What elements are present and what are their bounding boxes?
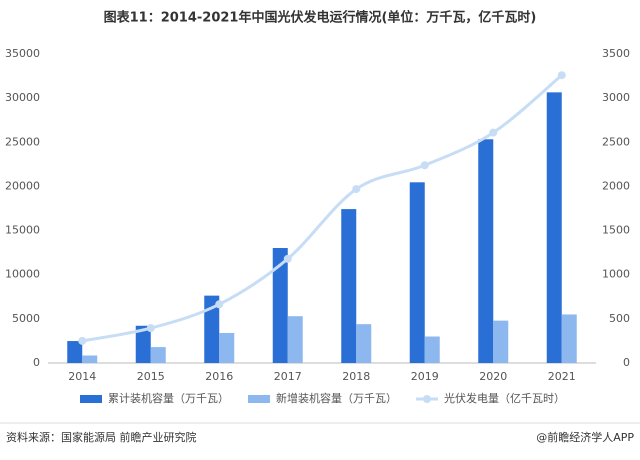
bar xyxy=(424,336,440,363)
chart-title: 图表11：2014-2021年中国光伏发电运行情况(单位：万千瓦，亿千瓦时) xyxy=(104,10,537,26)
bar xyxy=(561,314,577,363)
y2-tick-label: 0 xyxy=(623,356,630,369)
y-tick-label: 35000 xyxy=(5,47,40,60)
legend-label: 累计装机容量（万千瓦） xyxy=(108,391,229,405)
legend-swatch xyxy=(80,395,102,403)
line-point xyxy=(352,185,361,194)
y2-tick-label: 3500 xyxy=(602,47,630,60)
line-point xyxy=(489,128,498,137)
legend-swatch xyxy=(423,395,431,403)
y2-tick-label: 500 xyxy=(609,312,630,325)
y-tick-label: 10000 xyxy=(5,268,40,281)
bar xyxy=(82,355,98,363)
credit: @前瞻经济学人APP xyxy=(536,430,634,444)
line-point xyxy=(146,324,155,333)
bar xyxy=(272,248,288,363)
line-point xyxy=(283,254,292,263)
line-point xyxy=(420,161,429,170)
line-point xyxy=(78,336,87,345)
legend-label: 新增装机容量（万千瓦） xyxy=(276,391,397,405)
y-tick-label: 25000 xyxy=(5,135,40,148)
bar xyxy=(409,182,425,363)
x-tick-label: 2019 xyxy=(411,370,439,383)
legend-swatch xyxy=(248,395,270,403)
y-tick-label: 15000 xyxy=(5,224,40,237)
y2-tick-label: 1500 xyxy=(602,224,630,237)
line-point xyxy=(557,71,566,80)
y2-tick-label: 2500 xyxy=(602,135,630,148)
bar xyxy=(219,332,235,363)
line-point xyxy=(215,300,224,309)
x-tick-label: 2018 xyxy=(342,370,370,383)
source: 资料来源：国家能源局 前瞻产业研究院 xyxy=(6,430,197,444)
bar xyxy=(478,139,494,363)
x-tick-label: 2021 xyxy=(548,370,576,383)
bar xyxy=(287,316,303,363)
y-tick-label: 5000 xyxy=(12,312,40,325)
x-tick-label: 2014 xyxy=(68,370,96,383)
bar xyxy=(204,295,220,363)
bar xyxy=(356,324,372,363)
bar xyxy=(341,209,357,363)
y-tick-label: 30000 xyxy=(5,91,40,104)
legend-label: 光伏发电量（亿千瓦时） xyxy=(444,391,565,405)
y-tick-label: 20000 xyxy=(5,179,40,192)
y2-tick-label: 3000 xyxy=(602,91,630,104)
y-tick-label: 0 xyxy=(33,356,40,369)
x-tick-label: 2016 xyxy=(205,370,233,383)
bar xyxy=(150,347,166,363)
x-tick-label: 2015 xyxy=(137,370,165,383)
bar xyxy=(493,320,509,363)
bar xyxy=(546,92,562,363)
bar xyxy=(135,325,151,363)
y2-tick-label: 1000 xyxy=(602,268,630,281)
x-tick-label: 2020 xyxy=(479,370,507,383)
y2-tick-label: 2000 xyxy=(602,179,630,192)
bar xyxy=(67,341,83,363)
x-tick-label: 2017 xyxy=(274,370,302,383)
